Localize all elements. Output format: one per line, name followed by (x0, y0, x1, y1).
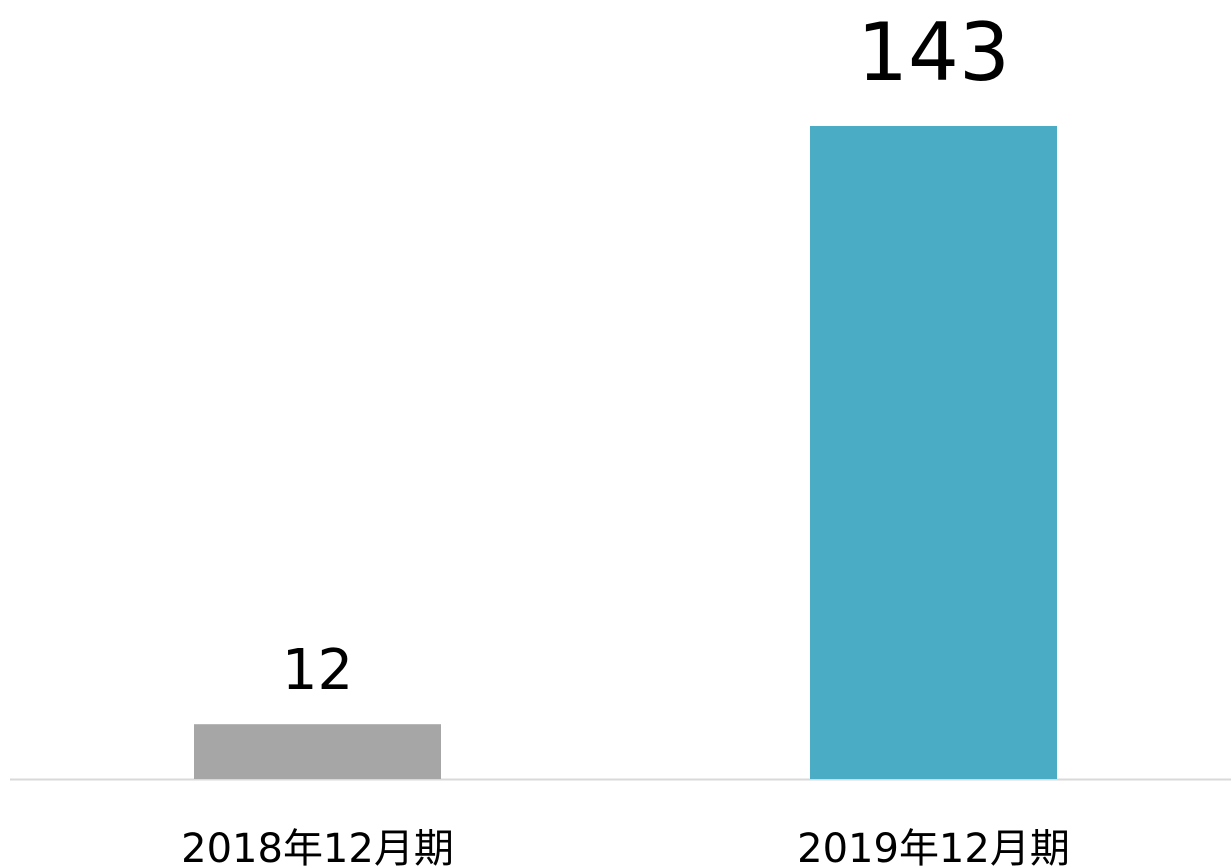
x-tick-label: 2018年12月期 (181, 826, 454, 868)
x-tick-label: 2019年12月期 (797, 826, 1070, 868)
data-label: 12 (282, 638, 353, 703)
bar (810, 126, 1057, 779)
bar (194, 724, 441, 779)
data-label: 143 (857, 6, 1010, 99)
